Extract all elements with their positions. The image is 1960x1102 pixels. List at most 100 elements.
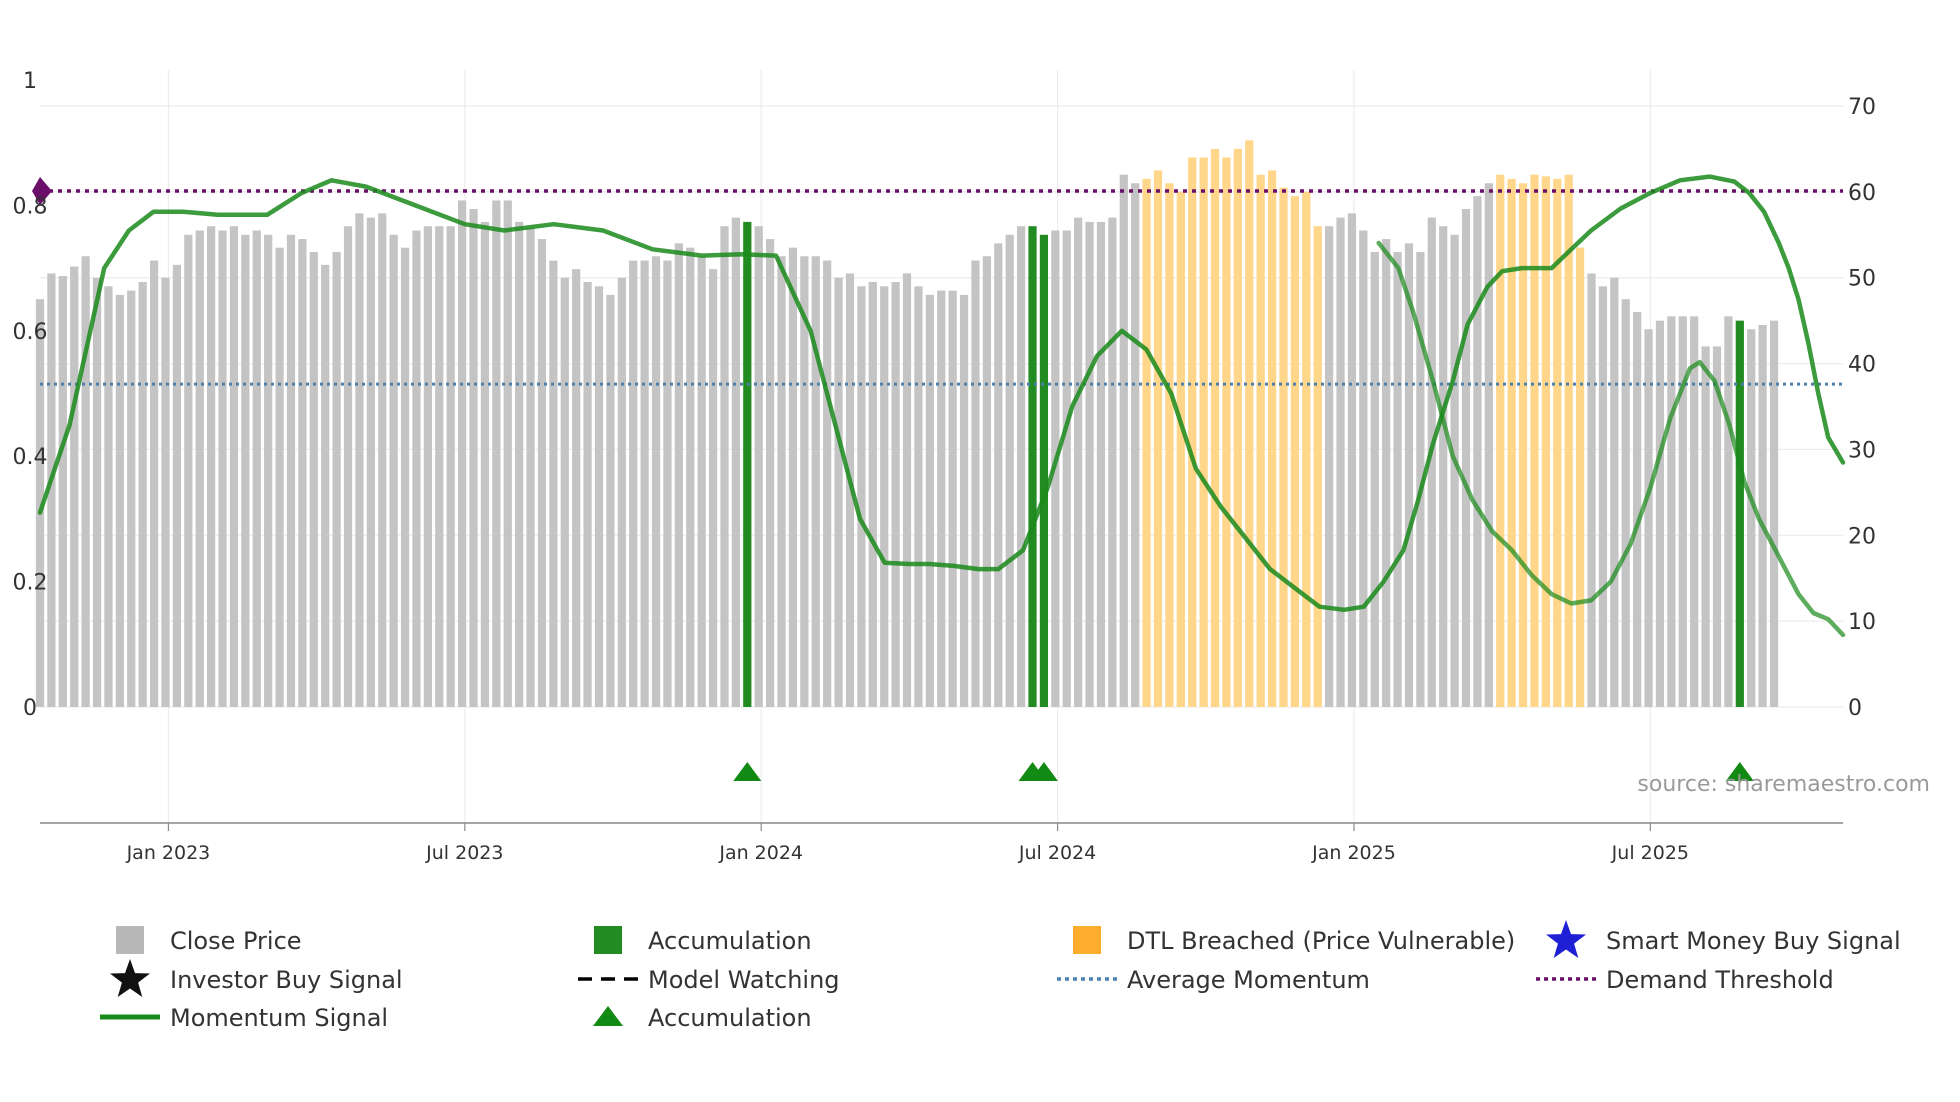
- demand-threshold-marker-icon: [32, 176, 52, 205]
- close-price-bar: [1667, 316, 1676, 707]
- close-price-bar: [1461, 209, 1471, 707]
- close-price-bar: [1678, 316, 1687, 707]
- close-price-bar: [857, 286, 866, 707]
- legend-smart-money-star-icon: [1546, 920, 1586, 958]
- accumulation-bar: [1039, 234, 1049, 708]
- close-price-bar: [1450, 234, 1459, 708]
- close-price-bar: [1690, 316, 1699, 707]
- close-price-bar: [1119, 174, 1128, 707]
- close-price-bar: [1712, 346, 1722, 707]
- left-axis-tick-label: 0.4: [13, 445, 48, 470]
- left-axis-tick-label: 0.2: [13, 571, 48, 596]
- close-price-bar: [161, 277, 170, 707]
- legend-accumulation: Accumulation: [594, 926, 812, 955]
- close-price-bar: [1096, 221, 1106, 707]
- close-price-bar: [617, 277, 626, 707]
- legend: Close Price Accumulation DTL Breached (Pri…: [100, 920, 1901, 1032]
- close-price-bar: [1062, 230, 1071, 707]
- close-price-bar: [138, 282, 147, 707]
- close-price-bar: [526, 227, 535, 707]
- close-price-bar: [252, 230, 261, 707]
- close-price-bar: [868, 282, 877, 707]
- close-price-bar: [1644, 329, 1653, 707]
- close-price-bar: [127, 290, 136, 707]
- x-axis-tick-label: Jan 2025: [1311, 842, 1396, 864]
- close-price-bar: [47, 273, 56, 707]
- close-price-bar: [1473, 196, 1482, 707]
- legend-accumulation-marker: Accumulation: [593, 1004, 812, 1032]
- close-price-bar: [195, 230, 204, 707]
- close-price-bar: [275, 247, 284, 707]
- close-price-bar: [845, 273, 855, 707]
- close-price-bar: [412, 230, 421, 707]
- close-price-bar: [1404, 243, 1414, 707]
- right-axis-tick-label: 40: [1848, 353, 1876, 378]
- close-price-bar: [572, 269, 581, 707]
- close-price-bar: [241, 234, 250, 708]
- close-price-bar: [515, 221, 524, 707]
- dtl-breached-bar: [1153, 170, 1163, 708]
- close-price-bar: [1325, 226, 1334, 707]
- close-price-bar: [503, 200, 512, 707]
- legend-investor-buy: Investor Buy Signal: [110, 959, 403, 997]
- legend-momentum-signal: Momentum Signal: [100, 1004, 388, 1032]
- close-price-bar: [594, 286, 604, 707]
- close-price-bar: [149, 260, 159, 707]
- close-price-bar: [823, 260, 832, 707]
- close-price-bar: [1416, 251, 1425, 707]
- close-price-bar: [1701, 346, 1710, 707]
- close-price-bar: [1587, 273, 1596, 707]
- close-price-bar: [663, 260, 672, 707]
- close-price-bar: [58, 275, 67, 707]
- marker-series: [733, 762, 1754, 781]
- legend-demand-threshold-label: Demand Threshold: [1606, 966, 1834, 994]
- bar-series: [35, 140, 1779, 708]
- close-price-bar: [606, 294, 615, 707]
- close-price-bar: [378, 213, 387, 708]
- close-price-bar: [435, 226, 444, 707]
- close-price-bar: [651, 256, 661, 707]
- close-price-bar: [1370, 251, 1379, 707]
- close-price-bar: [811, 256, 820, 707]
- close-price-bar: [971, 260, 980, 707]
- close-price-bar: [343, 226, 353, 707]
- dtl-breached-bar: [1290, 196, 1300, 707]
- close-price-bar: [1074, 217, 1083, 707]
- close-price-bar: [286, 234, 296, 708]
- legend-dtl-breached-swatch-icon: [1073, 926, 1101, 954]
- close-price-bar: [366, 217, 375, 707]
- close-price-bar: [937, 290, 946, 707]
- dtl-breached-bar: [1553, 178, 1562, 707]
- close-price-bar: [492, 200, 501, 707]
- legend-dtl-breached-label: DTL Breached (Price Vulnerable): [1127, 927, 1515, 955]
- close-price-bar: [880, 286, 889, 707]
- right-axis-tick-label: 70: [1848, 95, 1876, 120]
- close-price-bar: [469, 209, 478, 707]
- x-axis-tick-label: Jul 2023: [425, 842, 503, 864]
- close-price-bar: [891, 282, 900, 707]
- close-price-bar: [686, 247, 695, 707]
- close-price-bar: [925, 294, 934, 707]
- dtl-breached-bar: [1210, 148, 1220, 707]
- right-axis-tick-label: 10: [1848, 610, 1876, 635]
- close-price-bar: [708, 269, 718, 707]
- close-price-bar: [298, 239, 307, 708]
- close-price-bar: [1655, 320, 1665, 707]
- close-price-bar: [948, 290, 957, 707]
- close-price-bar: [92, 277, 102, 707]
- close-price-bar: [1085, 221, 1094, 707]
- legend-average-momentum-label: Average Momentum: [1127, 966, 1370, 994]
- accumulation-marker-icon: [733, 762, 762, 781]
- dtl-breached-bar: [1165, 183, 1174, 707]
- dtl-breached-bar: [1518, 183, 1528, 707]
- x-axis-tick-label: Jul 2024: [1018, 842, 1096, 864]
- close-price-bar: [1724, 316, 1733, 707]
- momentum-signal-line: [37, 174, 1846, 613]
- accumulation-bar: [1028, 226, 1037, 707]
- legend-demand-threshold: Demand Threshold: [1536, 966, 1834, 994]
- close-price-bar: [1131, 183, 1140, 707]
- legend-average-momentum: Average Momentum: [1057, 966, 1370, 994]
- right-axis-tick-label: 0: [1848, 696, 1862, 721]
- close-price-bar: [1393, 251, 1402, 707]
- x-axis-tick-label: Jan 2024: [718, 842, 803, 864]
